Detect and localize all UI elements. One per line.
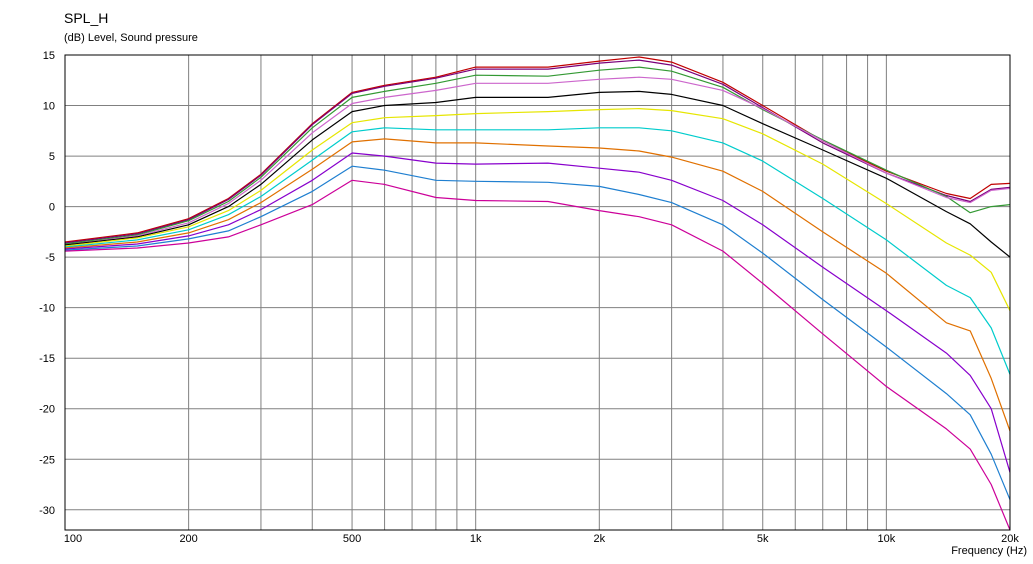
series-line [64,56,1011,243]
x-tick-label: 100 [64,533,82,545]
series-line [64,138,1011,432]
x-tick-label: 1k [470,533,482,545]
y-tick-label: -10 [39,303,55,315]
y-tick-label: -15 [39,353,55,365]
y-tick-label: 10 [43,101,55,113]
x-tick-label: 20k [1001,533,1019,545]
y-tick-label: -5 [45,252,55,264]
series-line [64,165,1011,500]
plot-frame [64,54,1011,531]
y-tick-label: 0 [49,202,55,214]
x-axis-label: Frequency (Hz) [951,545,1027,557]
x-tick-label: 10k [877,533,895,545]
grid [64,54,1011,530]
x-tick-label: 500 [343,533,361,545]
tick-labels: 15 10 5 0 -5 -10 -15 -20 -25 -30 100 200 500 1k 2k 5k 10… [39,50,1019,545]
series-line [64,76,1011,246]
series-line [64,152,1011,473]
series-line [64,127,1011,375]
x-tick-label: 2k [594,533,606,545]
y-tick-label: -20 [39,404,55,416]
series-line [64,179,1011,531]
y-tick-label: -25 [39,454,55,466]
series-lines [64,56,1011,531]
y-tick-label: -30 [39,505,55,517]
y-tick-label: 15 [43,50,55,62]
series-line [64,90,1011,258]
x-tick-label: 200 [179,533,197,545]
series-line [64,107,1011,311]
x-tick-label: 5k [757,533,769,545]
series-line [64,66,1011,245]
chart-title: SPL_H [64,10,109,26]
series-line [64,59,1011,244]
y-tick-label: 5 [49,151,55,163]
y-axis-label: (dB) Level, Sound pressure [64,32,198,44]
